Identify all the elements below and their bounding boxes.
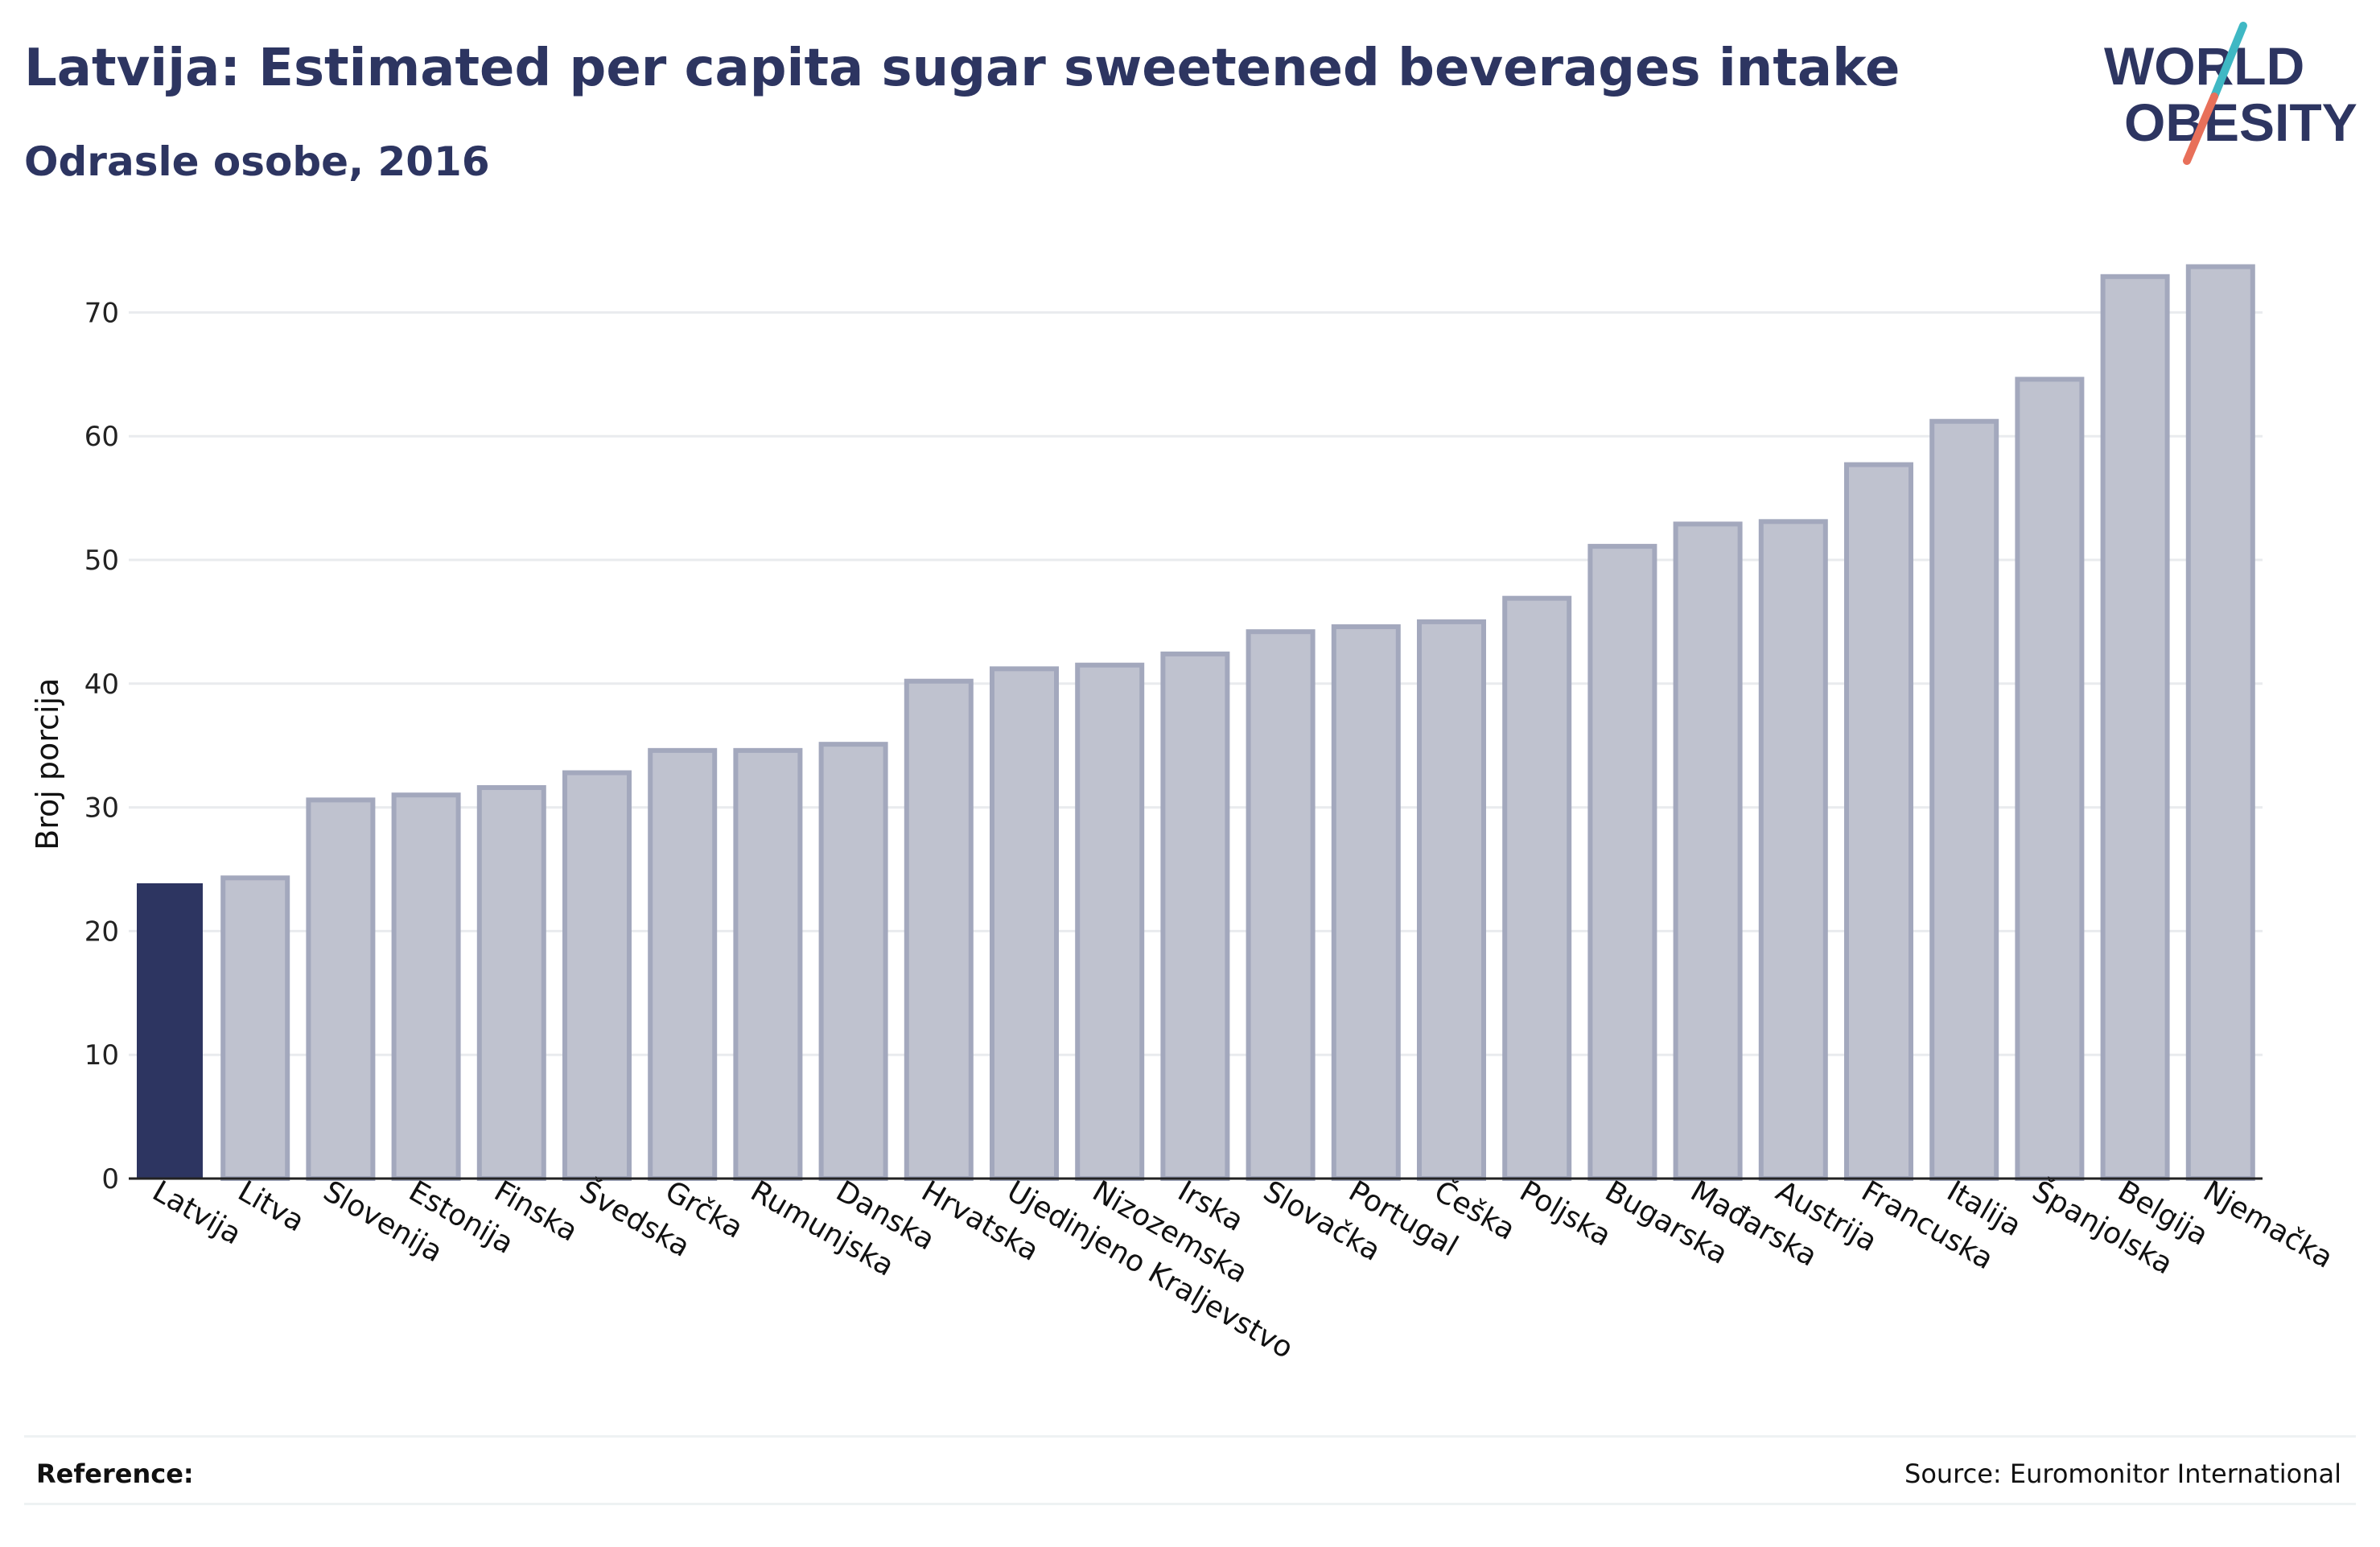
bar xyxy=(648,747,718,1181)
y-tick-label: 0 xyxy=(101,1163,119,1195)
y-tick-label: 60 xyxy=(84,421,119,453)
bar xyxy=(2185,264,2255,1181)
bar xyxy=(562,770,632,1181)
footer-divider-top xyxy=(24,1435,2356,1438)
x-tick-label: Njemačka xyxy=(2197,1175,2338,1275)
source-text: Source: Euromonitor International xyxy=(1904,1459,2341,1489)
bar xyxy=(1929,418,1999,1181)
bar xyxy=(1673,521,1743,1181)
bar xyxy=(1758,519,1828,1181)
slash-logo-icon-bottom xyxy=(2183,93,2218,165)
bar xyxy=(1417,619,1486,1181)
y-tick-label: 20 xyxy=(84,915,119,948)
world-obesity-logo: WORLD OBESITY xyxy=(2104,22,2357,165)
bar xyxy=(1502,595,1572,1181)
bar xyxy=(904,678,974,1181)
chart-subtitle: Odrasle osobe, 2016 xyxy=(24,138,490,185)
bar xyxy=(818,742,888,1181)
x-tick-label: Latvija xyxy=(147,1175,247,1251)
bar xyxy=(2015,376,2085,1181)
logo-text-obesity: OBESITY xyxy=(2124,93,2357,152)
bar xyxy=(1075,662,1145,1181)
y-tick-label: 50 xyxy=(84,545,119,577)
bar xyxy=(733,747,803,1181)
bar xyxy=(220,875,290,1181)
y-tick-label: 10 xyxy=(84,1039,119,1072)
bar xyxy=(1246,629,1316,1181)
bar xyxy=(1844,462,1913,1181)
bar xyxy=(391,792,461,1181)
bar xyxy=(1331,624,1401,1181)
bar xyxy=(1160,651,1230,1181)
bar xyxy=(1587,544,1657,1181)
logo-text-world: WORLD xyxy=(2104,36,2304,96)
y-tick-label: 40 xyxy=(84,669,119,701)
slash-logo-icon-top xyxy=(2210,22,2247,101)
y-tick-label: 30 xyxy=(84,792,119,825)
bar xyxy=(137,883,203,1180)
y-axis-title: Broj porcija xyxy=(30,678,65,850)
bar xyxy=(990,666,1059,1181)
reference-label: Reference: xyxy=(36,1459,194,1489)
footer-divider-bottom xyxy=(24,1503,2356,1505)
bar xyxy=(306,797,376,1181)
bar xyxy=(2100,274,2170,1182)
bar xyxy=(476,784,546,1181)
x-tick-label: Litva xyxy=(233,1175,310,1238)
x-tick-label: Poljska xyxy=(1514,1175,1616,1253)
chart-title: Latvija: Estimated per capita sugar swee… xyxy=(24,39,1900,98)
y-tick-label: 70 xyxy=(84,297,119,329)
